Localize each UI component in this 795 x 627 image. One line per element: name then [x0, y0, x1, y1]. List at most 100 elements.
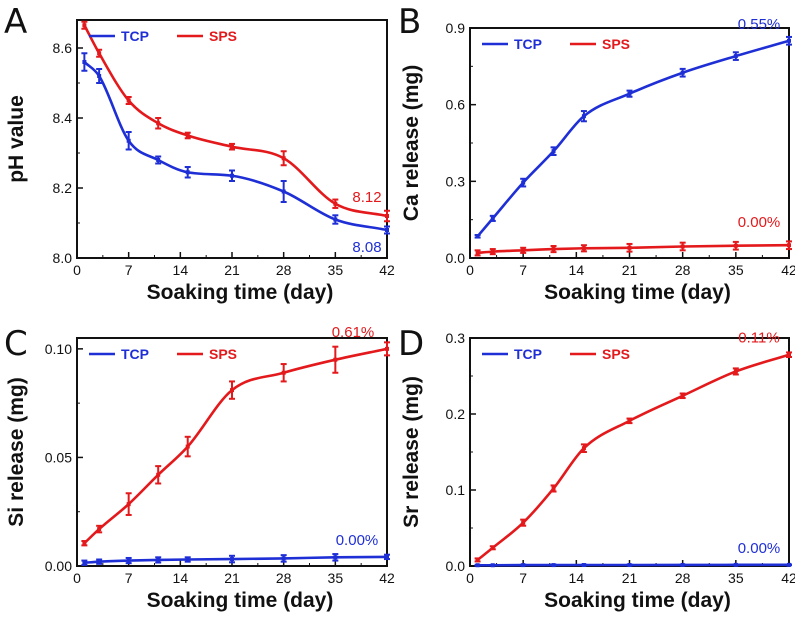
series-tcp: 8.08: [81, 52, 390, 256]
x-tick-label: 0: [73, 570, 81, 586]
x-tick-label: 42: [379, 570, 395, 586]
y-axis-title: Ca release (mg): [400, 65, 423, 221]
x-axis-title: Soaking time (day): [147, 589, 334, 612]
data-point: [521, 520, 526, 525]
data-point: [156, 472, 161, 477]
series-line: [476, 39, 790, 238]
y-tick-label: 8.6: [53, 40, 73, 56]
data-point: [126, 502, 131, 507]
data-point: [680, 244, 685, 249]
x-tick-label: 42: [379, 262, 395, 278]
data-point: [490, 563, 495, 568]
y-axis-title: Si release (mg): [5, 377, 28, 526]
data-point: [551, 247, 556, 252]
x-tick-label: 35: [328, 570, 344, 586]
data-point: [475, 563, 480, 568]
panel-a: A 0 7 14 21 28 35 42 8.0 8.2 8.4 8.6 Soaking time (d…: [4, 2, 395, 304]
legend-label: SPS: [602, 36, 630, 52]
data-point: [281, 556, 286, 561]
x-tick-label: 7: [519, 262, 527, 278]
y-tick-label: 0.10: [45, 341, 72, 357]
data-point: [733, 562, 738, 567]
series-end-label: 0.11%: [738, 330, 779, 347]
x-tick-label: 28: [675, 570, 691, 586]
data-point: [551, 563, 556, 568]
x-tick-label: 7: [125, 570, 133, 586]
data-point: [581, 563, 586, 568]
data-point: [281, 156, 286, 161]
data-point: [230, 388, 234, 393]
data-point: [490, 545, 495, 550]
series-end-label: 8.08: [352, 239, 381, 256]
data-point: [787, 352, 791, 357]
legend: TCP SPS: [89, 28, 237, 44]
data-point: [333, 555, 338, 560]
data-point: [490, 216, 495, 221]
legend-label: TCP: [514, 36, 542, 52]
x-tick-label: 35: [728, 570, 744, 586]
data-point: [680, 393, 685, 398]
series-line: [83, 24, 388, 218]
x-tick-label: 21: [622, 262, 638, 278]
data-point: [581, 114, 586, 119]
legend: TCP SPS: [482, 36, 630, 52]
series-end-label: 0.00%: [336, 532, 379, 549]
x-tick-label: 28: [675, 262, 691, 278]
x-tick-label: 0: [466, 570, 474, 586]
data-point: [185, 444, 190, 449]
series-line: [83, 61, 388, 232]
data-point: [521, 180, 526, 185]
data-point: [385, 554, 389, 559]
x-tick-label: 21: [224, 570, 240, 586]
x-tick-label: 21: [622, 570, 638, 586]
data-point: [581, 246, 586, 251]
data-point: [581, 446, 586, 451]
y-tick-label: 8.4: [53, 110, 73, 126]
panel-letter: C: [4, 324, 28, 364]
y-axis-title: pH value: [5, 95, 28, 183]
data-point: [230, 144, 234, 149]
x-tick-label: 14: [173, 570, 189, 586]
series-end-label: 0.55%: [738, 16, 781, 33]
series-sps: 0.61%: [81, 324, 390, 547]
data-point: [333, 217, 338, 222]
series-tcp: 0.00%: [474, 540, 792, 568]
data-point: [126, 558, 131, 563]
series-sps: 0.00%: [474, 214, 792, 257]
y-tick-label: 0.05: [45, 449, 72, 465]
series-sps: 0.11%: [474, 330, 792, 563]
data-point: [680, 70, 685, 75]
data-point: [680, 562, 685, 567]
data-point: [385, 214, 389, 218]
data-point: [97, 527, 102, 532]
legend: TCP SPS: [482, 346, 630, 362]
data-point: [97, 559, 102, 564]
legend-label: TCP: [514, 346, 542, 362]
x-tick-label: 28: [276, 262, 292, 278]
data-point: [733, 369, 738, 374]
data-point: [385, 228, 389, 232]
data-point: [156, 121, 161, 126]
panel-letter: A: [4, 2, 27, 42]
panel-b: B 0 7 14 21 28 35 42 0.0 0.3 0.6 0.9 Soaking time (d…: [398, 2, 795, 304]
series-end-label: 0.00%: [738, 540, 781, 557]
y-tick-label: 8.2: [53, 180, 73, 196]
panel-letter: B: [398, 2, 421, 42]
x-tick-label: 7: [125, 262, 133, 278]
data-point: [281, 189, 286, 194]
x-axis-title: Soaking time (day): [147, 281, 334, 304]
data-point: [126, 138, 131, 143]
data-point: [475, 234, 480, 239]
data-point: [126, 98, 131, 103]
x-tick-label: 35: [728, 262, 744, 278]
y-tick-label: 0.00: [45, 558, 72, 574]
data-point: [185, 133, 190, 138]
data-point: [385, 346, 389, 351]
data-point: [733, 243, 738, 248]
legend-label: SPS: [209, 28, 237, 44]
plot-frame: [469, 337, 790, 567]
x-tick-label: 14: [173, 262, 189, 278]
data-point: [627, 91, 632, 96]
data-point: [82, 60, 87, 64]
